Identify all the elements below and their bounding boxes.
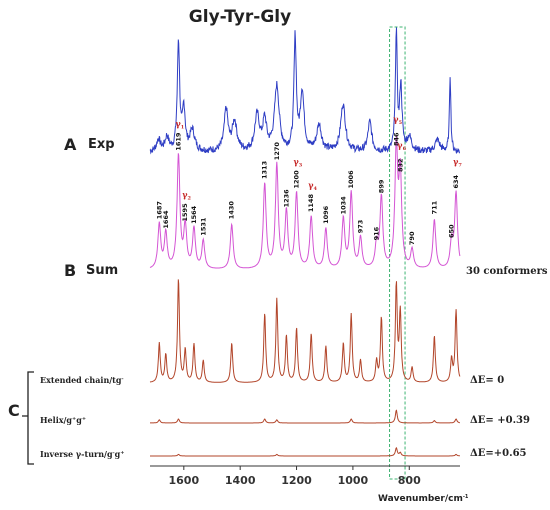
helix-label: Helix/g+g+ [40, 415, 86, 425]
spectra-traces [149, 27, 461, 457]
mode-label: γ2 [182, 190, 191, 202]
extended-chain-trace [149, 279, 461, 383]
x-tick-label: 800 [398, 474, 421, 487]
x-tick-label: 1600 [169, 474, 200, 487]
x-tick-label: 1000 [338, 474, 369, 487]
peak-label: 1270 [273, 142, 281, 161]
exp-trace [149, 27, 460, 155]
mode-label: γ3 [294, 157, 303, 169]
peak-label: 1096 [322, 205, 330, 224]
peak-label: 790 [408, 231, 416, 245]
panel-a-letter: A [64, 135, 77, 154]
peak-label: 916 [373, 226, 381, 240]
chart-title: Gly-Tyr-Gly [189, 7, 291, 27]
panel-b-letter: B [64, 261, 76, 280]
peak-label: 650 [448, 224, 456, 238]
x-ticks: 1600 1400 1200 1000 800 [169, 466, 421, 487]
x-tick-label: 1200 [281, 474, 312, 487]
peak-label: 899 [377, 179, 385, 193]
peak-label: 1619 [175, 132, 183, 151]
peak-label: 634 [452, 174, 460, 188]
delta-e-inverse: ΔE=+0.65 [470, 448, 527, 459]
peak-label: 1200 [293, 170, 301, 189]
peak-label: 1531 [199, 217, 207, 236]
mode-label: γ4 [308, 180, 317, 192]
inverse-turn-label: Inverse γ-turn/g-g+ [40, 449, 124, 459]
sum-trace [149, 135, 461, 269]
delta-e-helix: ΔE= +0.39 [470, 415, 530, 426]
mode-label: γ5 [393, 114, 402, 126]
peak-label: 711 [430, 200, 438, 214]
mode-label: γ7 [453, 157, 462, 169]
peak-label: 1236 [282, 189, 290, 208]
peak-label: 1148 [307, 194, 315, 213]
x-axis-label: Wavenumber/cm-1 [378, 494, 469, 504]
panel-a-name: Exp [88, 137, 115, 152]
mode-labels: γ1 γ2 γ3 γ4 γ5 γ6 γ7 [176, 114, 463, 202]
peak-label: 846 [392, 132, 400, 146]
conformers-note: 30 conformers [466, 266, 548, 277]
peak-label: 1034 [339, 196, 347, 215]
mode-label: γ6 [397, 140, 406, 152]
peak-label: 1595 [181, 203, 189, 222]
peak-label: 832 [396, 158, 404, 172]
peak-label: 1006 [347, 170, 355, 189]
peak-label: 973 [357, 220, 365, 234]
peak-label: 1564 [190, 205, 198, 224]
mode-label: γ1 [176, 119, 185, 131]
panel-c-bracket [22, 371, 34, 465]
panel-c-letter: C [8, 401, 20, 420]
helix-trace [150, 409, 460, 424]
peak-label: 1664 [162, 210, 170, 229]
peak-label: 1687 [155, 201, 163, 219]
x-tick-label: 1400 [225, 474, 256, 487]
peak-label: 1430 [228, 201, 236, 220]
peak-label: 1313 [261, 161, 269, 179]
panel-b-name: Sum [86, 263, 118, 278]
delta-e-extended: ΔE= 0 [470, 375, 504, 386]
extended-chain-label: Extended chain/tg- [40, 375, 124, 385]
inverse-turn-trace [150, 447, 460, 457]
